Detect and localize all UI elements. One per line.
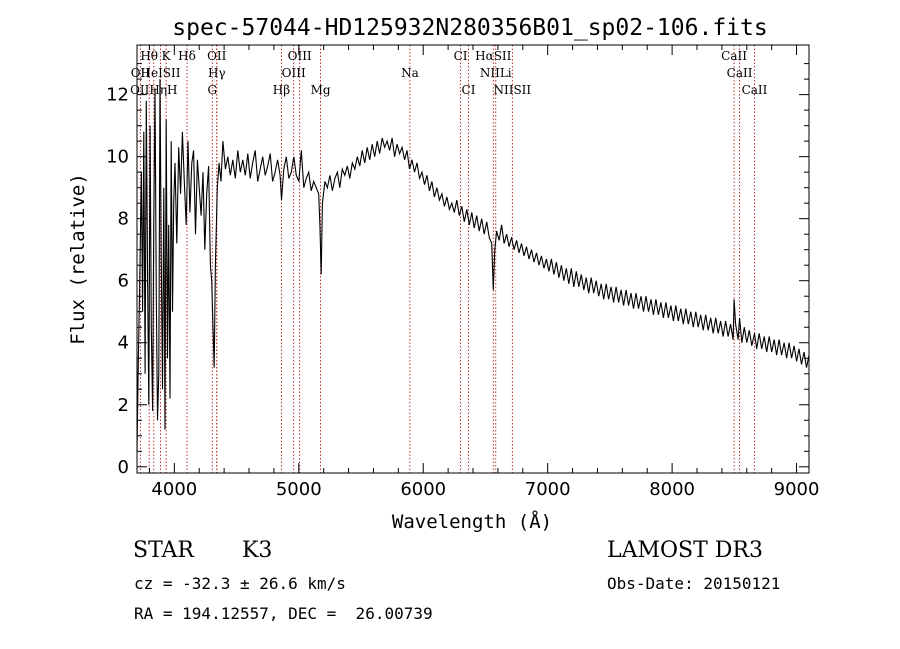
line-label-18: Mg (311, 83, 331, 97)
x-axis-label: Wavelength (Å) (392, 510, 552, 533)
line-label-5: CI (454, 49, 468, 63)
line-label-4: OIII (288, 49, 312, 63)
x-tick-label-6000: 6000 (400, 479, 446, 500)
x-tick-label-5000: 5000 (276, 479, 322, 500)
object-subclass: K3 (242, 538, 273, 563)
line-label-20: NIISII (493, 83, 531, 97)
y-tick-label-8: 8 (118, 209, 129, 230)
y-tick-label-2: 2 (118, 395, 129, 416)
line-label-10: Hγ (208, 66, 226, 80)
y-tick-label-4: 4 (118, 333, 129, 354)
survey-name: LAMOST DR3 (607, 538, 763, 563)
line-label-2: Hδ (178, 49, 196, 63)
line-label-19: CI (462, 83, 476, 97)
y-tick-label-0: 0 (118, 457, 129, 478)
line-label-6: HαSII (475, 49, 512, 63)
y-tick-label-10: 10 (106, 147, 129, 168)
y-axis-label: Flux (relative) (67, 173, 89, 345)
y-tick-label-12: 12 (106, 85, 129, 106)
y-tick-label-6: 6 (118, 271, 129, 292)
y-axis: 0 2 4 6 8 10 12 (106, 63, 809, 478)
line-label-7: CaII (721, 49, 747, 63)
x-axis: 4000 5000 6000 7000 8000 9000 (148, 45, 820, 500)
x-tick-label-8000: 8000 (649, 479, 695, 500)
line-label-21: CaII (742, 83, 768, 97)
line-label-16: G (207, 83, 217, 97)
line-label-0: Hθ (140, 49, 158, 63)
x-tick-label-4000: 4000 (151, 479, 197, 500)
x-tick-label-7000: 7000 (525, 479, 571, 500)
coordinates: RA = 194.12557, DEC = 26.00739 (134, 604, 433, 623)
line-label-14: CaII (727, 66, 753, 80)
line-label-17: Hβ (273, 83, 290, 97)
obs-date: Obs-Date: 20150121 (607, 574, 781, 593)
line-label-12: Na (401, 66, 419, 80)
x-tick-label-9000: 9000 (774, 479, 820, 500)
spectrum-line (136, 79, 810, 452)
line-label-13: NIILi (480, 66, 512, 80)
spectral-line-markers (139, 45, 755, 473)
line-label-11: OIII (282, 66, 306, 80)
line-label-15: OIIHηH (130, 83, 177, 97)
line-label-8: OII (131, 66, 151, 80)
line-label-9: HeISII (141, 66, 181, 80)
plot-frame (136, 44, 810, 474)
line-label-3: OII (207, 49, 227, 63)
object-type: STAR (133, 538, 194, 563)
chart-title: spec-57044-HD125932N280356B01_sp02-106.f… (172, 15, 767, 41)
redshift-text: cz = -32.3 ± 26.6 km/s (134, 574, 346, 593)
line-label-1: K (162, 49, 172, 63)
